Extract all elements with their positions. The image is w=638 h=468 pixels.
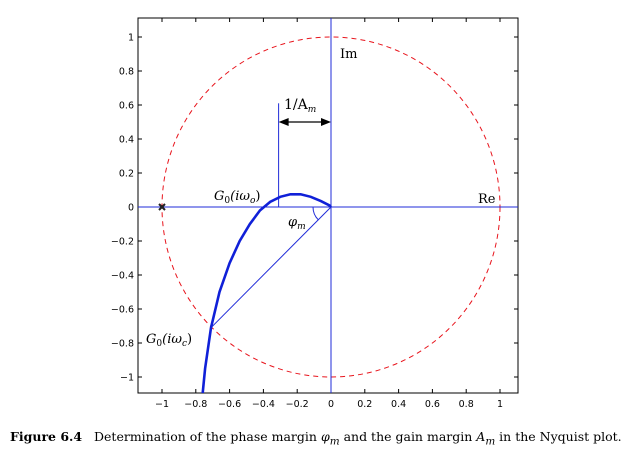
nyquist-curve [201,193,332,393]
caption-label: Figure 6.4 [10,429,83,444]
x-tick-label: −0.6 [218,399,241,410]
x-tick-label: 0 [328,399,334,410]
y-tick-label: 1 [128,33,134,44]
x-tick-label: 1 [497,399,503,410]
x-tick-label: 0.8 [459,399,474,410]
y-tick-label: 0.6 [119,101,134,112]
caption-phi: φ [320,429,330,444]
figure-caption: Figure 6.4 Determination of the phase ma… [10,429,630,450]
caption-am: A [476,429,486,444]
g0-omega-c-label: G0(iωc) [146,332,192,349]
y-tick-label: −0.4 [111,271,134,282]
phase-margin-line [210,206,332,329]
x-tick-label: 0.2 [357,399,372,410]
caption-text-b: and the gain margin [343,429,473,444]
x-tick-label: −0.2 [286,399,309,410]
phase-margin-arc [312,206,319,221]
caption-phi-sub: m [329,435,340,448]
y-tick-label: 0.8 [119,67,134,78]
x-tick-label: −0.4 [252,399,275,410]
critical-point-cross [158,203,166,211]
caption-text-c: in the Nyquist plot. [499,429,622,444]
inverse-gain-margin-label: 1/Am [284,97,316,115]
x-axis-ticks: −1 −0.8 −0.6 −0.4 −0.2 0 0.2 0.4 0.6 0.8 1 [155,18,503,410]
nyquist-plot: −1 −0.8 −0.6 −0.4 −0.2 0 0.2 0.4 0.6 0.8 1 1 0.8 0.6… [111,17,519,410]
x-tick-label: −0.8 [184,399,207,410]
y-tick-label: 0.2 [119,169,134,180]
y-tick-label: 0 [128,203,134,214]
x-tick-label: −1 [155,399,169,410]
axes-frame [137,17,519,394]
im-label: Im [340,47,357,62]
re-label: Re [478,192,496,207]
x-tick-label: 0.4 [391,399,406,410]
caption-text-a: Determination of the phase margin [94,429,317,444]
y-axis-ticks: 1 0.8 0.6 0.4 0.2 0 −0.2 −0.4 −0.6 −0.8 −1 [111,33,518,384]
caption-am-sub: m [485,435,496,448]
y-tick-label: −0.2 [111,237,134,248]
y-tick-label: −1 [120,373,134,384]
y-tick-label: −0.6 [111,305,134,316]
x-tick-label: 0.6 [425,399,440,410]
phase-margin-label: φm [288,215,306,232]
gain-margin-arrow [278,118,331,126]
y-tick-label: 0.4 [119,135,134,146]
g0-omega-o-label: G0(iωo) [214,189,260,206]
y-tick-label: −0.8 [111,339,134,350]
critical-point-marker [158,203,166,211]
